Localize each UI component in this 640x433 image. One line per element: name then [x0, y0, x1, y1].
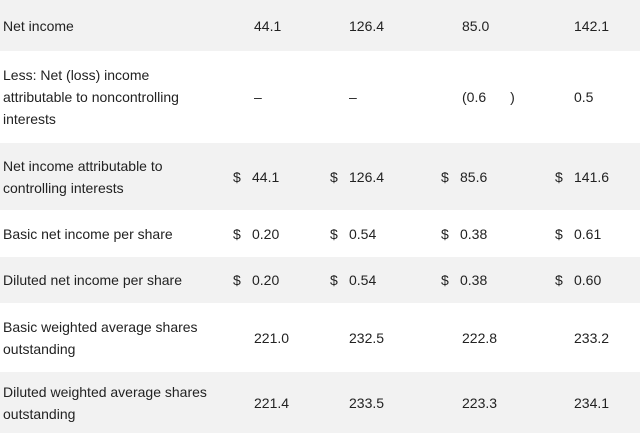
value-cell: 232.5 — [330, 303, 441, 372]
value-cell: 44.1 — [233, 0, 330, 51]
currency-symbol: $ — [233, 272, 241, 288]
value-cell: $0.54 — [330, 210, 441, 257]
value-cell: 234.1 — [555, 372, 640, 433]
value: 223.3 — [462, 394, 498, 411]
currency-symbol: $ — [330, 168, 338, 185]
value-cell: $44.1 — [233, 143, 330, 210]
currency-symbol: $ — [555, 168, 563, 185]
row-label: Diluted net income per share — [0, 257, 233, 303]
currency-symbol: $ — [441, 168, 449, 185]
value-cell: 0.5 — [555, 51, 640, 143]
value: 234.1 — [574, 394, 610, 411]
value: 0.38 — [460, 272, 488, 288]
value: 233.5 — [349, 394, 385, 411]
table-row: Basic net income per share $0.20 $0.54 $… — [0, 210, 640, 257]
table-row: Diluted weighted average shares outstand… — [0, 372, 640, 433]
close-paren: ) — [510, 89, 515, 105]
value: 221.0 — [254, 329, 290, 346]
currency-symbol: $ — [330, 225, 338, 242]
currency-symbol: $ — [441, 225, 449, 242]
value: 126.4 — [349, 17, 385, 34]
value: 233.2 — [574, 329, 610, 346]
value: 0.61 — [574, 225, 602, 242]
row-label: Diluted weighted average shares outstand… — [0, 372, 233, 433]
value-cell: 142.1 — [555, 0, 640, 51]
value: 0.20 — [252, 225, 280, 242]
value-cell: 126.4 — [330, 0, 441, 51]
value-cell: 221.0 — [233, 303, 330, 372]
table-row: Basic weighted average shares outstandin… — [0, 303, 640, 372]
row-label: Basic weighted average shares outstandin… — [3, 318, 198, 357]
table-row: Diluted net income per share $0.20 $0.54… — [0, 257, 640, 303]
value: – — [349, 89, 357, 105]
value-cell: 221.4 — [233, 372, 330, 433]
value-cell: $0.20 — [233, 210, 330, 257]
table-row: Less: Net (loss) income attributable to … — [0, 51, 640, 143]
value: 232.5 — [349, 329, 385, 346]
value-cell: $0.61 — [555, 210, 640, 257]
value-cell: 223.3 — [441, 372, 555, 433]
value-cell: $85.6 — [441, 143, 555, 210]
value-cell: 233.2 — [555, 303, 640, 372]
value-cell: – — [330, 51, 441, 143]
row-label: Less: Net (loss) income attributable to … — [3, 67, 179, 127]
value-cell: $0.20 — [233, 257, 330, 303]
value-cell: $141.6 — [555, 143, 640, 210]
value-cell: – — [233, 51, 330, 143]
value: 44.1 — [252, 168, 280, 185]
value-cell: $0.38 — [441, 210, 555, 257]
value: 221.4 — [254, 394, 290, 411]
value: 0.54 — [349, 272, 377, 288]
row-label: Net income attributable to controlling i… — [0, 143, 233, 210]
row-label: Net income — [0, 0, 233, 51]
value-cell: 222.8 — [441, 303, 555, 372]
value: – — [254, 89, 262, 105]
value-cell: 85.0 — [441, 0, 555, 51]
value: 0.54 — [349, 225, 377, 242]
table-row: Net income 44.1 126.4 85.0 142.1 — [0, 0, 640, 51]
value: 0.5 — [574, 89, 594, 105]
value: 142.1 — [574, 17, 610, 34]
value: 85.0 — [462, 17, 490, 34]
currency-symbol: $ — [233, 225, 241, 242]
value: 0.60 — [574, 272, 602, 288]
currency-symbol: $ — [330, 272, 338, 288]
table-row: Net income attributable to controlling i… — [0, 143, 640, 210]
currency-symbol: $ — [555, 225, 563, 242]
value-cell: 233.5 — [330, 372, 441, 433]
value-cell: $126.4 — [330, 143, 441, 210]
value: 141.6 — [574, 168, 610, 185]
value-cell: $0.38 — [441, 257, 555, 303]
value: 126.4 — [349, 168, 385, 185]
value: 0.20 — [252, 272, 280, 288]
currency-symbol: $ — [441, 272, 449, 288]
currency-symbol: $ — [233, 168, 241, 185]
value-cell: $0.54 — [330, 257, 441, 303]
currency-symbol: $ — [555, 272, 563, 288]
value: 0.38 — [460, 225, 488, 242]
value: 85.6 — [460, 168, 488, 185]
value-cell: (0.6) — [441, 51, 555, 143]
row-label: Basic net income per share — [3, 225, 173, 242]
value: 222.8 — [462, 329, 498, 346]
value-cell: $0.60 — [555, 257, 640, 303]
value: 44.1 — [254, 17, 282, 34]
value: (0.6 — [462, 89, 487, 105]
